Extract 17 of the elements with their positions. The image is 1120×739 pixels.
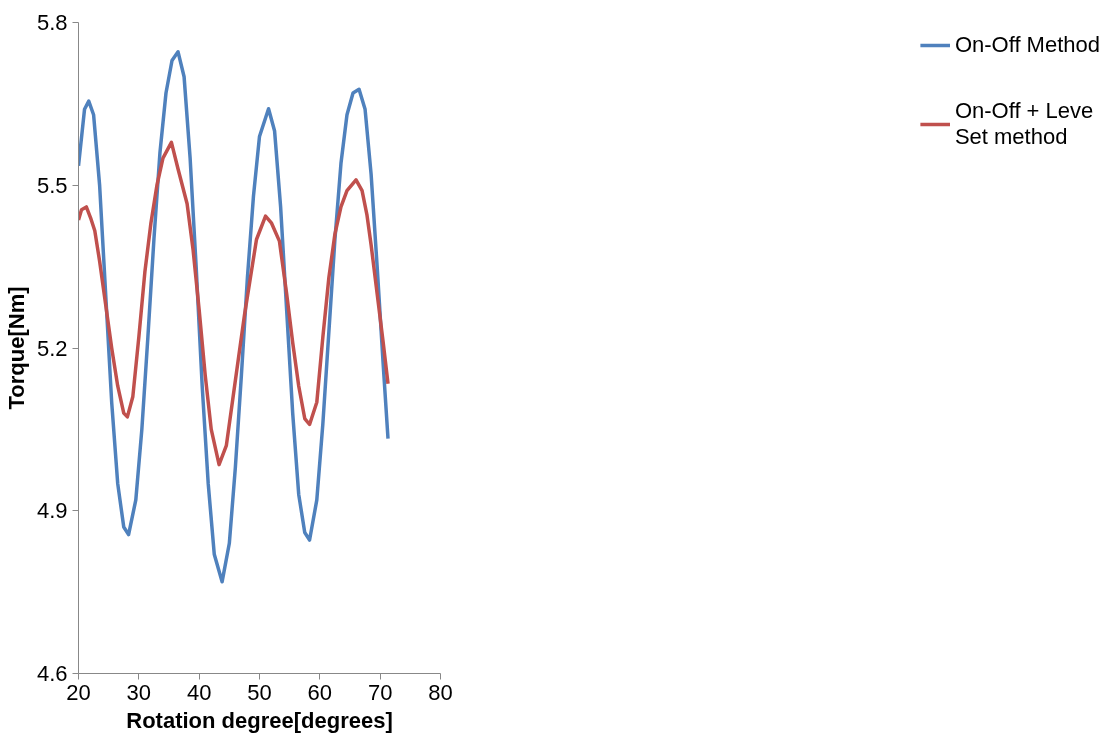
y-tick-label: 5.8 bbox=[36, 10, 68, 35]
x-axis-title: Rotation degree[degrees] bbox=[126, 707, 393, 733]
line-series bbox=[78, 140, 390, 467]
x-tick-label: 70 bbox=[367, 679, 393, 705]
x-tick-label: 80 bbox=[428, 679, 453, 705]
y-axis-title: Torque[Nm] bbox=[3, 286, 29, 410]
x-tick-label: 20 bbox=[66, 679, 91, 705]
x-tick-label: 40 bbox=[186, 679, 212, 705]
y-tick-label: 5.5 bbox=[36, 172, 68, 198]
y-tick-label: 5.2 bbox=[36, 335, 68, 361]
y-tick-label: 4.9 bbox=[36, 498, 68, 524]
legend-label: On-Off Method bbox=[954, 32, 1100, 58]
x-tick-label: 50 bbox=[247, 679, 272, 705]
y-tick-label: 4.6 bbox=[36, 661, 68, 686]
legend-label: On-Off + Leve Set method bbox=[954, 98, 1094, 150]
x-tick-label: 30 bbox=[126, 679, 152, 705]
x-tick-label: 60 bbox=[307, 679, 333, 705]
